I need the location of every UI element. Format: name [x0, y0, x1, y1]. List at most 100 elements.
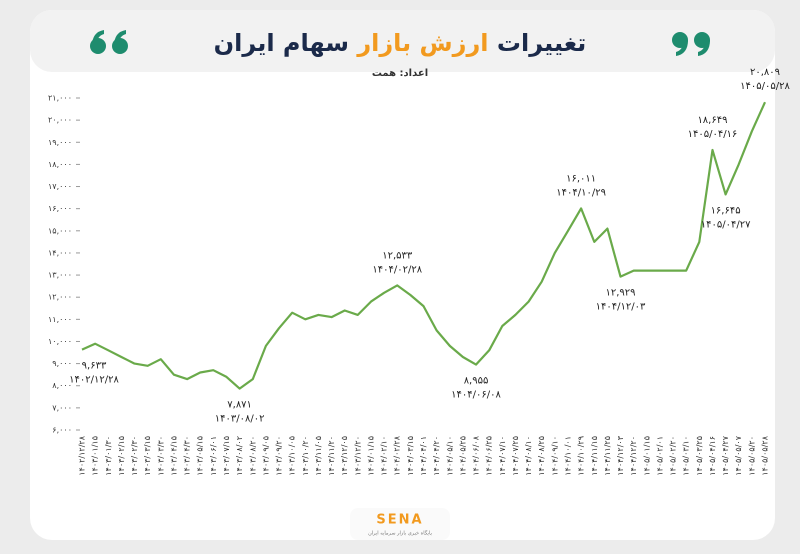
- x-tick-label: ۱۴۰۳/۱۰/۰۵: [288, 436, 297, 476]
- data-label-date: ۱۴۰۵/۰۴/۲۷: [701, 219, 751, 230]
- x-tick-label: ۱۴۰۳/۱۲/۰۵: [340, 436, 349, 476]
- x-tick-label: ۱۴۰۴/۱۱/۲۵: [603, 436, 612, 476]
- data-label: ۱۲,۹۲۹: [605, 288, 635, 299]
- chart-title: تغییرات ارزش بازار سهام ایران: [214, 29, 587, 57]
- x-tick-label: ۱۴۰۳/۰۶/۰۱: [209, 436, 218, 476]
- title-part: ارزش بازار: [356, 29, 488, 57]
- x-tick-label: ۱۴۰۵/۰۳/۲۵: [695, 436, 704, 476]
- y-tick-label: ۱۵,۰۰۰: [48, 226, 72, 235]
- x-tick-label: ۱۴۰۳/۰۱/۳۰: [104, 436, 113, 476]
- x-tick-label: ۱۴۰۴/۰۴/۲۰: [432, 436, 441, 476]
- data-label-date: ۱۴۰۴/۰۶/۰۸: [451, 390, 501, 401]
- x-tick-label: ۱۴۰۴/۰۷/۲۵: [511, 436, 520, 476]
- y-tick-label: ۱۸,۰۰۰: [48, 160, 72, 169]
- x-tick-label: ۱۴۰۳/۰۹/۲۰: [275, 436, 284, 476]
- y-tick-label: ۱۱,۰۰۰: [48, 315, 72, 324]
- x-tick-label: ۱۴۰۳/۰۸/۰۲: [235, 436, 244, 476]
- data-label: ۱۶,۰۱۱: [566, 173, 596, 184]
- y-tick-label: ۱۰,۰۰۰: [48, 337, 72, 346]
- x-tick-label: ۱۴۰۵/۰۲/۰۱: [655, 436, 664, 476]
- y-tick-label: ۱۲,۰۰۰: [48, 293, 72, 302]
- data-label: ۹,۶۳۳: [82, 361, 107, 372]
- x-tick-label: ۱۴۰۴/۰۱/۱۵: [366, 436, 375, 476]
- x-tick-label: ۱۴۰۳/۰۸/۲۰: [248, 436, 257, 476]
- title-part: سهام ایران: [214, 29, 349, 57]
- x-tick-label: ۱۴۰۵/۰۵/۰۷: [734, 435, 743, 475]
- x-tick-label: ۱۴۰۳/۱۱/۲۰: [327, 436, 336, 476]
- footer-brand: SENA: [376, 513, 423, 528]
- x-tick-label: ۱۴۰۴/۰۹/۱۰: [550, 436, 559, 476]
- x-tick-label: ۱۴۰۴/۰۲/۱۰: [380, 436, 389, 476]
- y-tick-label: ۶,۰۰۰: [52, 426, 72, 435]
- x-tick-label: ۱۴۰۳/۰۲/۳۰: [130, 436, 139, 476]
- y-tick-label: ۲۰,۰۰۰: [48, 116, 72, 125]
- y-tick-label: ۱۹,۰۰۰: [48, 138, 72, 147]
- data-label: ۸,۹۵۵: [464, 376, 489, 387]
- data-label-date: ۱۴۰۴/۱۲/۰۳: [596, 302, 646, 313]
- line: [81, 101, 767, 390]
- data-label: ۱۲,۵۳۳: [382, 250, 413, 261]
- x-tick-label: ۱۴۰۵/۰۴/۱۶: [708, 436, 717, 476]
- x-tick-label: ۱۴۰۵/۰۲/۲۰: [669, 436, 678, 476]
- header-band: [30, 10, 775, 72]
- title-part: تغییرات: [497, 29, 586, 57]
- y-tick-label: ۱۳,۰۰۰: [48, 271, 72, 280]
- footer-box: [350, 508, 450, 540]
- data-label: ۷,۸۷۱: [227, 400, 252, 411]
- y-tick-label: ۷,۰۰۰: [52, 403, 72, 412]
- x-tick-label: ۱۴۰۴/۱۲/۰۳: [616, 435, 625, 475]
- x-tick-label: ۱۴۰۴/۰۸/۱۰: [524, 436, 533, 476]
- x-tick-label: ۱۴۰۳/۰۲/۱۵: [117, 436, 126, 476]
- data-label-date: ۱۴۰۵/۰۴/۱۶: [688, 129, 738, 140]
- x-tick-label: ۱۴۰۵/۰۳/۱۰: [682, 436, 691, 476]
- footer-tagline: پایگاه خبری بازار سرمایه ایران: [368, 530, 432, 537]
- x-tick-label: ۱۴۰۳/۱۲/۲۰: [353, 436, 362, 476]
- data-label-date: ۱۴۰۴/۱۰/۲۹: [556, 187, 606, 198]
- x-tick-label: ۱۴۰۵/۰۵/۲۸: [761, 435, 770, 475]
- data-label-date: ۱۴۰۴/۰۲/۲۸: [372, 264, 422, 275]
- x-tick-label: ۱۴۰۴/۰۲/۲۸: [393, 435, 402, 475]
- x-tick-label: ۱۴۰۳/۰۴/۱۵: [169, 436, 178, 476]
- y-tick-label: ۸,۰۰۰: [52, 381, 72, 390]
- x-tick-label: ۱۴۰۴/۰۳/۱۵: [406, 436, 415, 476]
- data-label: ۱۶,۶۴۵: [711, 205, 741, 216]
- x-tick-label: ۱۴۰۳/۱۱/۰۵: [314, 436, 323, 476]
- x-tick-label: ۱۴۰۴/۱۰/۰۱: [563, 436, 572, 476]
- x-tick-label: ۱۴۰۴/۰۴/۰۱: [419, 436, 428, 476]
- data-label-date: ۱۴۰۲/۱۲/۲۸: [69, 375, 119, 386]
- x-tick-label: ۱۴۰۳/۰۹/۰۵: [261, 436, 270, 476]
- x-tick-label: ۱۴۰۳/۰۳/۱۵: [143, 436, 152, 476]
- x-tick-label: ۱۴۰۳/۰۷/۱۵: [222, 436, 231, 476]
- x-tick-label: ۱۴۰۴/۱۰/۲۹: [577, 436, 586, 476]
- x-tick-label: ۱۴۰۳/۰۱/۱۵: [91, 436, 100, 476]
- x-tick-label: ۱۴۰۵/۰۱/۱۵: [642, 436, 651, 476]
- y-tick-label: ۲۱,۰۰۰: [48, 94, 72, 103]
- x-tick-label: ۱۴۰۴/۰۷/۱۰: [498, 436, 507, 476]
- data-label: ۱۸,۶۴۹: [697, 115, 727, 126]
- quote-left: [90, 30, 128, 54]
- subtitle: اعداد: همت: [372, 68, 428, 79]
- y-tick-label: ۱۴,۰۰۰: [48, 248, 72, 257]
- x-tick-label: ۱۴۰۴/۰۶/۰۸: [472, 435, 481, 475]
- quote-right: [672, 32, 710, 56]
- x-tick-label: ۱۴۰۴/۱۲/۲۰: [629, 436, 638, 476]
- x-tick-label: ۱۴۰۴/۰۵/۱۰: [445, 436, 454, 476]
- y-tick-label: ۱۷,۰۰۰: [48, 182, 72, 191]
- x-tick-label: ۱۴۰۵/۰۴/۲۷: [721, 435, 730, 475]
- x-tick-label: ۱۴۰۳/۱۰/۲۰: [301, 436, 310, 476]
- card: [30, 10, 775, 540]
- x-tick-label: ۱۴۰۳/۰۴/۳۰: [183, 436, 192, 476]
- x-tick-label: ۱۴۰۴/۰۶/۲۵: [485, 436, 494, 476]
- x-tick-label: ۱۴۰۳/۰۳/۳۰: [156, 436, 165, 476]
- y-tick-label: ۹,۰۰۰: [52, 359, 72, 368]
- x-tick-label: ۱۴۰۳/۰۵/۱۵: [196, 436, 205, 476]
- x-tick-label: ۱۴۰۴/۱۱/۱۵: [590, 436, 599, 476]
- y-tick-label: ۱۶,۰۰۰: [48, 204, 72, 213]
- x-tick-label: ۱۴۰۴/۰۸/۲۵: [537, 436, 546, 476]
- data-label-date: ۱۴۰۵/۰۵/۲۸: [740, 81, 790, 92]
- data-label: ۲۰,۸۰۹: [750, 67, 780, 78]
- x-tick-label: ۱۴۰۲/۱۲/۲۸: [78, 435, 87, 475]
- x-tick-label: ۱۴۰۵/۰۵/۲۰: [747, 436, 756, 476]
